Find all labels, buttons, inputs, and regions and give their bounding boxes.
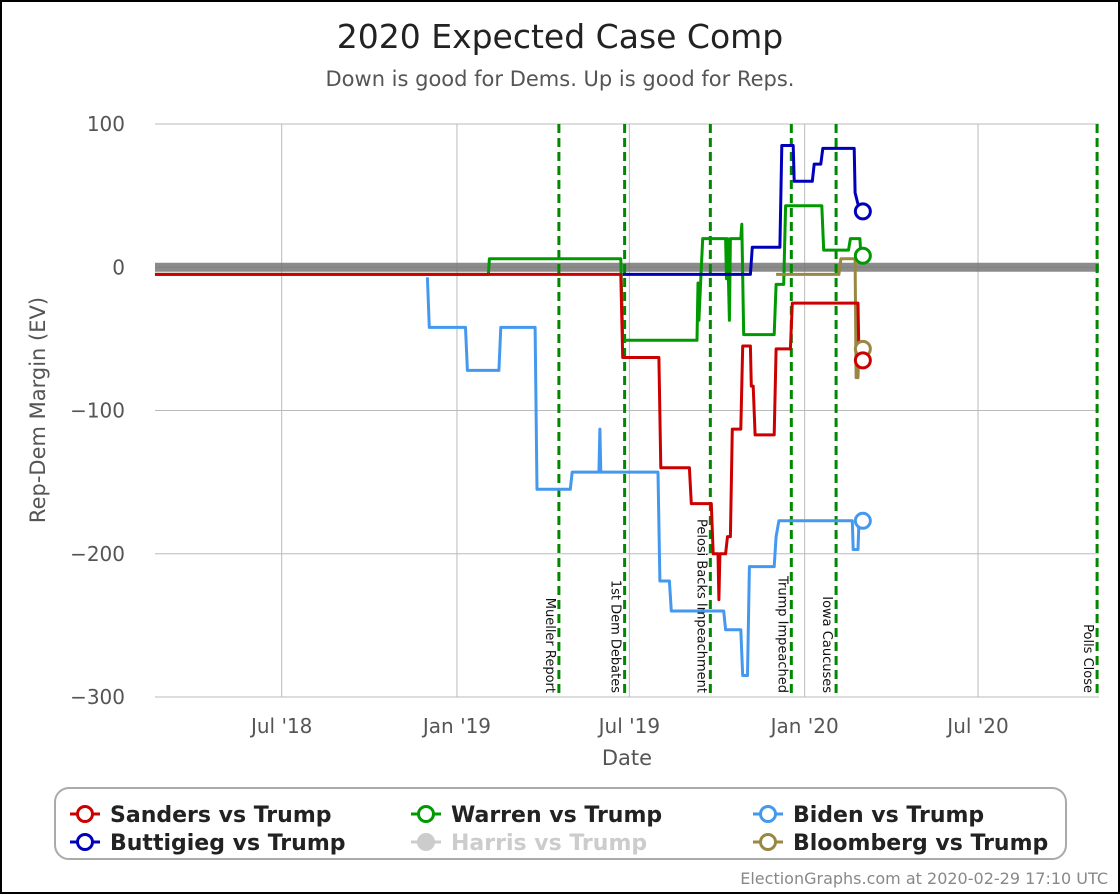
legend-label[interactable]: Harris vs Trump xyxy=(451,831,647,856)
y-tick-label: −300 xyxy=(70,685,125,709)
series-line xyxy=(622,144,863,276)
legend-marker xyxy=(417,805,435,823)
chart-subtitle: Down is good for Dems. Up is good for Re… xyxy=(326,67,795,91)
legend-label[interactable]: Warren vs Trump xyxy=(451,803,662,828)
event-label: Mueller Report xyxy=(542,598,557,693)
series-line xyxy=(155,204,863,342)
event-label: Polls Close xyxy=(1080,624,1095,693)
current-value-marker xyxy=(853,351,872,370)
legend-marker xyxy=(759,805,777,823)
chart-title: 2020 Expected Case Comp xyxy=(337,17,784,56)
x-tick-labels: Jul '18 Jan '19 Jul '19 Jan '20 Jul '20 xyxy=(249,714,1009,738)
y-tick-labels: 100 0 −100 −200 −300 xyxy=(70,112,125,709)
y-tick-label: −200 xyxy=(70,542,125,566)
series-line xyxy=(155,272,861,602)
legend-label[interactable]: Sanders vs Trump xyxy=(110,803,332,828)
event-label: Trump Impeached xyxy=(774,575,789,693)
event-label: Iowa Caucuses xyxy=(819,596,834,693)
legend-marker xyxy=(417,833,435,851)
event-lines: Mueller Report 1st Dem Debates Pelosi Back… xyxy=(542,124,1099,697)
current-value-marker xyxy=(853,202,872,221)
current-markers xyxy=(853,202,872,530)
x-axis-label: Date xyxy=(602,746,652,770)
legend-marker xyxy=(759,833,777,851)
current-value-marker xyxy=(853,246,872,265)
event-label: Pelosi Backs Impeachment xyxy=(693,519,708,693)
event-label: 1st Dem Debates xyxy=(608,580,623,693)
x-tick-label: Jan '19 xyxy=(421,714,491,738)
y-tick-label: −100 xyxy=(70,399,125,423)
grid xyxy=(155,123,1099,698)
legend-label[interactable]: Biden vs Trump xyxy=(793,803,984,828)
credit-text: ElectionGraphs.com at 2020-02-29 17:10 U… xyxy=(740,869,1108,888)
x-tick-label: Jul '18 xyxy=(249,714,312,738)
x-tick-label: Jul '19 xyxy=(597,714,660,738)
y-axis-label: Rep-Dem Margin (EV) xyxy=(26,297,50,523)
x-tick-label: Jan '20 xyxy=(769,714,839,738)
series-lines xyxy=(155,144,863,677)
legend-marker xyxy=(76,805,94,823)
legend: Sanders vs Trump Warren vs Trump Biden vs … xyxy=(70,803,1048,856)
y-tick-label: 0 xyxy=(112,255,125,279)
x-tick-label: Jul '20 xyxy=(945,714,1008,738)
y-tick-label: 100 xyxy=(87,112,125,136)
legend-marker xyxy=(76,833,94,851)
series-line xyxy=(776,257,861,380)
current-value-marker xyxy=(853,511,872,530)
legend-box xyxy=(54,787,1067,860)
legend-label[interactable]: Buttigieg vs Trump xyxy=(110,831,346,856)
series-line xyxy=(425,277,861,677)
legend-label[interactable]: Bloomberg vs Trump xyxy=(793,831,1048,856)
